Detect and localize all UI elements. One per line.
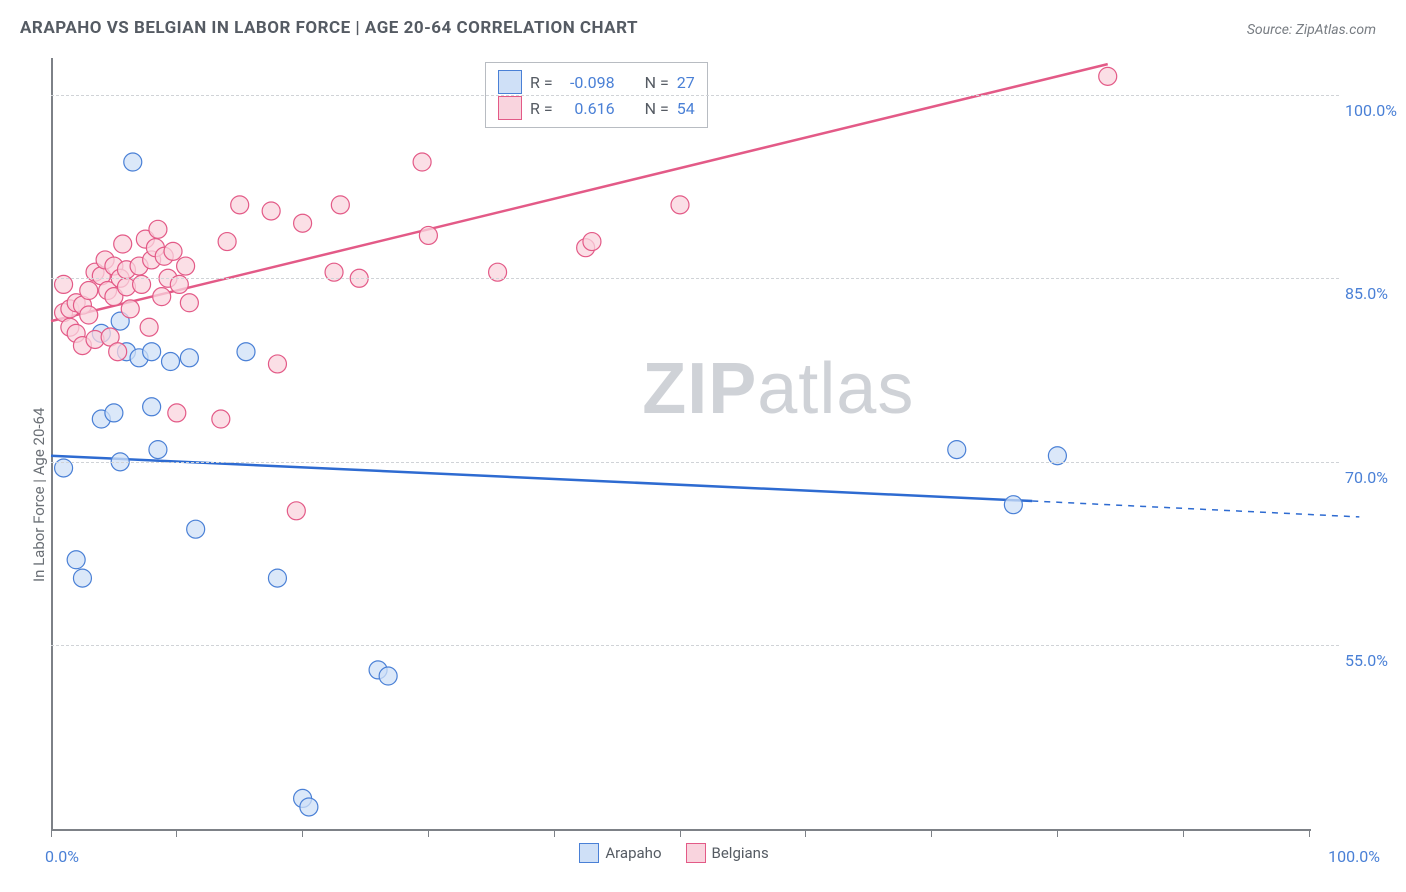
data-point xyxy=(162,353,180,371)
gridline xyxy=(51,278,1339,279)
data-point xyxy=(80,306,98,324)
regression-line xyxy=(51,64,1108,321)
data-point xyxy=(671,196,689,214)
data-point xyxy=(180,349,198,367)
x-tick-left: 0.0% xyxy=(45,847,79,866)
data-point xyxy=(583,233,601,251)
x-tick-mark xyxy=(805,829,806,837)
data-point xyxy=(67,551,85,569)
data-point xyxy=(1004,496,1022,514)
data-point xyxy=(177,257,195,275)
y-tick-label: 55.0% xyxy=(1345,651,1388,670)
data-point xyxy=(143,343,161,361)
data-point xyxy=(287,502,305,520)
data-point xyxy=(268,355,286,373)
gridline xyxy=(51,645,1339,646)
gridline xyxy=(51,462,1339,463)
data-point xyxy=(268,569,286,587)
data-point xyxy=(109,343,127,361)
data-point xyxy=(948,441,966,459)
data-point xyxy=(80,282,98,300)
data-point xyxy=(73,569,91,587)
data-point xyxy=(419,226,437,244)
x-tick-mark xyxy=(931,829,932,837)
y-tick-label: 70.0% xyxy=(1345,468,1388,487)
x-tick-mark xyxy=(1309,829,1310,837)
x-tick-mark xyxy=(176,829,177,837)
chart-svg xyxy=(0,0,1406,892)
data-point xyxy=(212,410,230,428)
y-tick-label: 85.0% xyxy=(1345,284,1388,303)
data-point xyxy=(168,404,186,422)
data-point xyxy=(124,153,142,171)
data-point xyxy=(413,153,431,171)
data-point xyxy=(140,318,158,336)
data-point xyxy=(379,667,397,685)
data-point xyxy=(218,233,236,251)
x-tick-mark xyxy=(428,829,429,837)
x-tick-mark xyxy=(1183,829,1184,837)
data-point xyxy=(331,196,349,214)
data-point xyxy=(300,798,318,816)
x-tick-mark xyxy=(302,829,303,837)
data-point xyxy=(294,214,312,232)
gridline xyxy=(51,95,1339,96)
x-tick-right: 100.0% xyxy=(1328,847,1380,866)
data-point xyxy=(153,288,171,306)
x-tick-mark xyxy=(51,829,52,837)
data-point xyxy=(149,441,167,459)
data-point xyxy=(105,404,123,422)
regression-line-dashed xyxy=(1032,501,1359,517)
data-point xyxy=(149,220,167,238)
data-point xyxy=(180,294,198,312)
data-point xyxy=(164,242,182,260)
data-point xyxy=(1099,67,1117,85)
y-tick-label: 100.0% xyxy=(1345,101,1397,120)
x-tick-mark xyxy=(554,829,555,837)
data-point xyxy=(143,398,161,416)
data-point xyxy=(262,202,280,220)
data-point xyxy=(187,520,205,538)
data-point xyxy=(114,235,132,253)
x-tick-mark xyxy=(1057,829,1058,837)
x-tick-mark xyxy=(680,829,681,837)
data-point xyxy=(231,196,249,214)
data-point xyxy=(121,300,139,318)
data-point xyxy=(237,343,255,361)
